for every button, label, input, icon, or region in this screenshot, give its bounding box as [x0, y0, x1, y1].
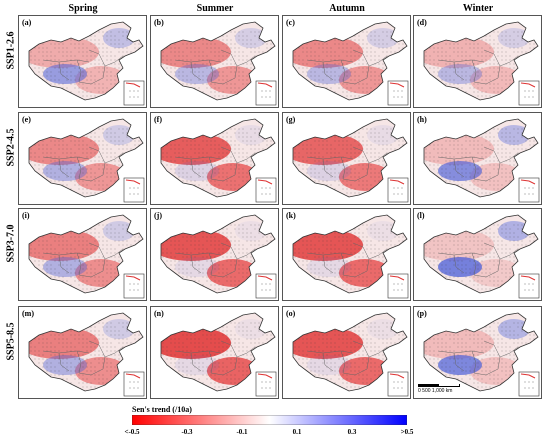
panel-label: (l) [417, 211, 425, 220]
china-map [292, 214, 409, 299]
china-map [423, 312, 540, 397]
colorbar-tick: <-0.5 [124, 428, 140, 436]
scale-bar: 0 500 1,000 km [418, 384, 460, 394]
panel-label: (a) [22, 18, 32, 27]
china-map [160, 118, 277, 203]
map-panel: (e) [18, 112, 147, 205]
china-map [292, 118, 409, 203]
map-panel: (l) [413, 208, 542, 301]
colorbar-tick: -0.3 [181, 428, 193, 436]
panel-label: (e) [22, 115, 31, 124]
season-winter: Winter [462, 3, 494, 14]
map-panel: (d) [413, 15, 542, 108]
map-panel: (b) [150, 15, 279, 108]
panel-label: (h) [417, 115, 427, 124]
map-panel: (o) [282, 306, 411, 399]
map-panel: (g) [282, 112, 411, 205]
panel-label: (j) [154, 211, 162, 220]
china-map [160, 214, 277, 299]
china-map [160, 312, 277, 397]
scenario-ssp245: SSP2-4.5 [5, 127, 17, 167]
panel-label: (c) [286, 18, 295, 27]
scale-bar-label: 0 500 1,000 km [418, 388, 453, 394]
panel-label: (d) [417, 18, 427, 27]
china-map [423, 118, 540, 203]
panel-label: (b) [154, 18, 164, 27]
china-map [423, 214, 540, 299]
map-panel: (j) [150, 208, 279, 301]
china-map [28, 118, 145, 203]
season-autumn: Autumn [329, 3, 365, 14]
colorbar-title: Sen's trend (/10a) [132, 405, 192, 414]
panel-label: (g) [286, 115, 296, 124]
colorbar-tick: 0.3 [347, 428, 357, 436]
map-panel: (a) [18, 15, 147, 108]
scenario-ssp370: SSP3-7.0 [5, 223, 17, 263]
map-panel: (p) 0 500 1,000 km [413, 306, 542, 399]
map-panel: (i) [18, 208, 147, 301]
panel-label: (i) [22, 211, 30, 220]
china-map [28, 21, 145, 106]
panel-label: (k) [286, 211, 296, 220]
map-panel: (k) [282, 208, 411, 301]
colorbar-ticks: <-0.5 -0.3 -0.1 0.1 0.3 >0.5 [124, 428, 413, 438]
panel-label: (o) [286, 309, 296, 318]
china-map [423, 21, 540, 106]
colorbar-tick: -0.1 [236, 428, 248, 436]
colorbar-tick: >0.5 [400, 428, 414, 436]
season-spring: Spring [68, 3, 98, 14]
china-map [28, 312, 145, 397]
map-panel: (f) [150, 112, 279, 205]
scenario-ssp585: SSP5-8.5 [5, 321, 17, 361]
map-panel: (n) [150, 306, 279, 399]
panel-label: (p) [417, 309, 427, 318]
map-panel: (c) [282, 15, 411, 108]
china-map [292, 21, 409, 106]
colorbar-tick: 0.1 [292, 428, 302, 436]
china-map [160, 21, 277, 106]
china-map [292, 312, 409, 397]
china-map [28, 214, 145, 299]
scale-bar-graphic [418, 384, 460, 387]
season-summer: Summer [196, 3, 234, 14]
panel-label: (m) [22, 309, 34, 318]
scenario-ssp126: SSP1-2.6 [5, 30, 17, 70]
colorbar [132, 415, 407, 425]
panel-label: (f) [154, 115, 162, 124]
map-panel: (m) [18, 306, 147, 399]
map-panel: (h) [413, 112, 542, 205]
panel-label: (n) [154, 309, 164, 318]
